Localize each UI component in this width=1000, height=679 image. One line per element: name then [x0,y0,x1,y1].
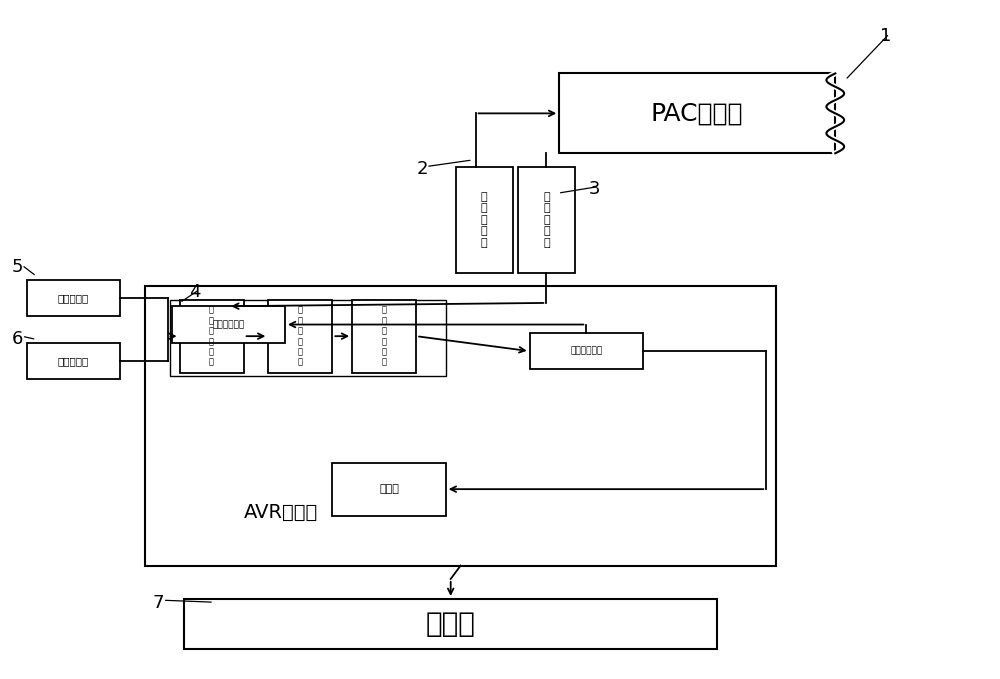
Bar [530,333,643,369]
Bar [27,343,120,380]
Text: 浮球液位计: 浮球液位计 [58,293,89,303]
Text: 电磁阀: 电磁阀 [426,610,476,638]
Text: 数据输出模块: 数据输出模块 [570,347,602,356]
Bar [27,280,120,316]
Bar [180,299,244,373]
Bar [352,299,416,373]
Text: 信号收发模块: 信号收发模块 [212,320,244,329]
Text: 信
号
发
送
器: 信 号 发 送 器 [543,191,550,248]
Bar [145,287,776,566]
Text: 6: 6 [12,329,23,348]
Text: 液位检测器: 液位检测器 [58,356,89,366]
Text: 5: 5 [12,258,23,276]
Bar [559,73,835,153]
Bar [170,299,446,376]
Text: 1: 1 [880,27,891,45]
Bar [456,166,513,273]
Bar [518,166,575,273]
Text: 数
据
存
储
模
块: 数 据 存 储 模 块 [382,306,387,367]
Bar [184,599,717,648]
Bar [268,299,332,373]
Text: 数
据
采
集
模
块: 数 据 采 集 模 块 [209,306,214,367]
Text: 4: 4 [189,283,201,301]
Text: AVR单片机: AVR单片机 [244,503,318,522]
Text: 7: 7 [153,593,164,612]
Text: 3: 3 [589,180,600,198]
Text: PAC控制器: PAC控制器 [651,101,743,126]
Text: 数
据
处
理
模
块: 数 据 处 理 模 块 [298,306,303,367]
Text: 2: 2 [416,160,428,178]
Bar [332,462,446,516]
Text: 控制器: 控制器 [379,484,399,494]
Text: 信
号
接
收
器: 信 号 接 收 器 [481,191,488,248]
Bar [172,306,285,343]
